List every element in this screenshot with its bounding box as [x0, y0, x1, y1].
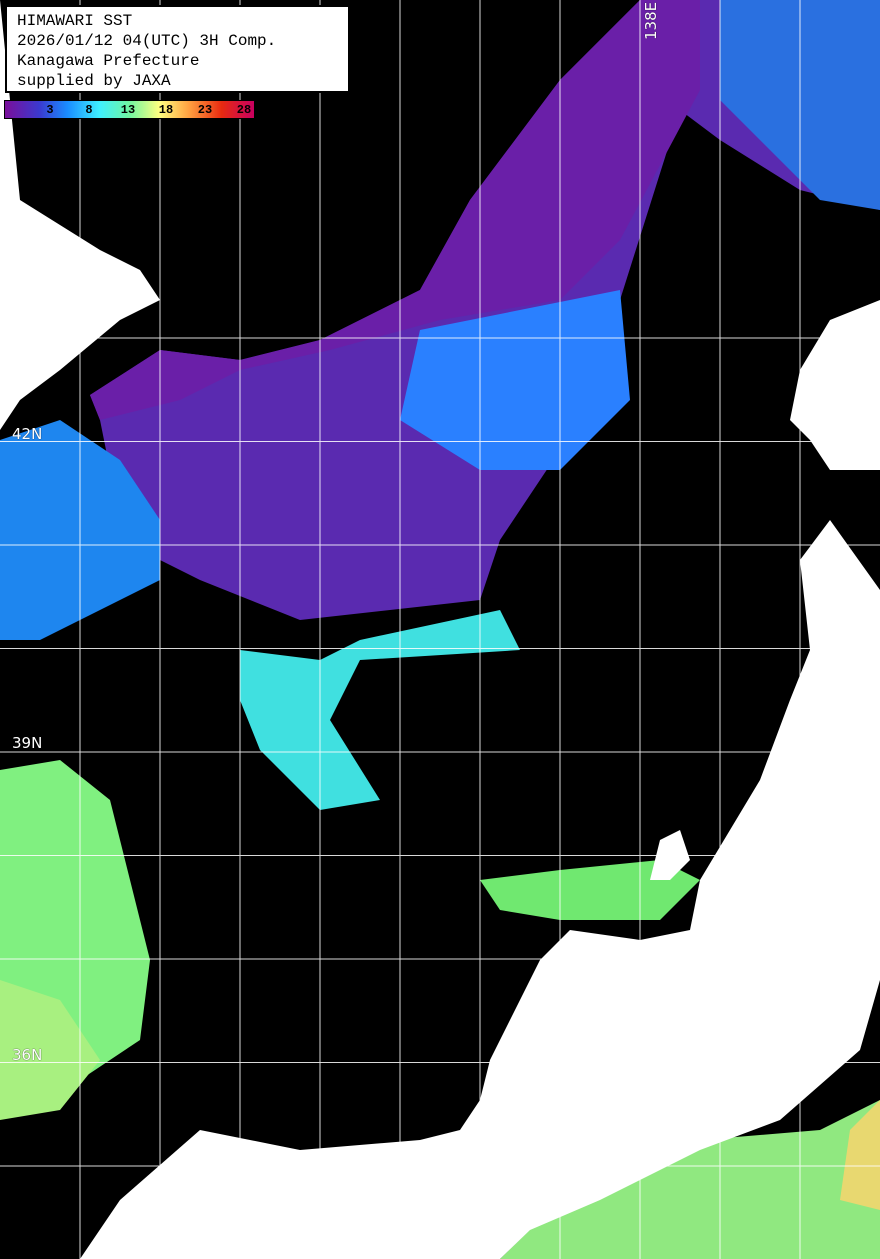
sst-region-cyan [240, 610, 520, 810]
colorbar-tick: 28 [236, 103, 252, 117]
sst-region-south-green [500, 1100, 880, 1259]
sst-region-southeast-yellow [840, 1100, 880, 1210]
sst-region-central-green [480, 860, 700, 920]
lat-label-42n: 42N [12, 425, 43, 443]
title-line-datetime: 2026/01/12 04(UTC) 3H Comp. [17, 32, 277, 50]
lon-label-138e: 138E [642, 1, 660, 40]
sst-region-north-deep [90, 0, 700, 420]
title-line-prefecture: Kanagawa Prefecture [17, 52, 200, 70]
color-scale-bar: 3 8 13 18 23 28 [4, 100, 255, 119]
title-line-product: HIMAWARI SST [17, 12, 133, 30]
sst-region-west-green-light [0, 980, 100, 1120]
colorbar-tick: 18 [158, 103, 174, 117]
land-honshu [80, 520, 880, 1259]
lat-label-39n: 39N [12, 734, 43, 752]
colorbar-tick: 13 [120, 103, 136, 117]
title-box: HIMAWARI SST 2026/01/12 04(UTC) 3H Comp.… [5, 5, 350, 93]
land-korea-coast [0, 0, 160, 430]
sst-region-blue [400, 290, 630, 470]
colorbar-tick: 8 [85, 103, 93, 117]
colorbar-tick: 3 [46, 103, 54, 117]
lat-label-36n: 36N [12, 1046, 43, 1064]
colorbar-tick: 23 [197, 103, 213, 117]
title-line-supplier: supplied by JAXA [17, 72, 171, 90]
land-hokkaido [790, 300, 880, 470]
